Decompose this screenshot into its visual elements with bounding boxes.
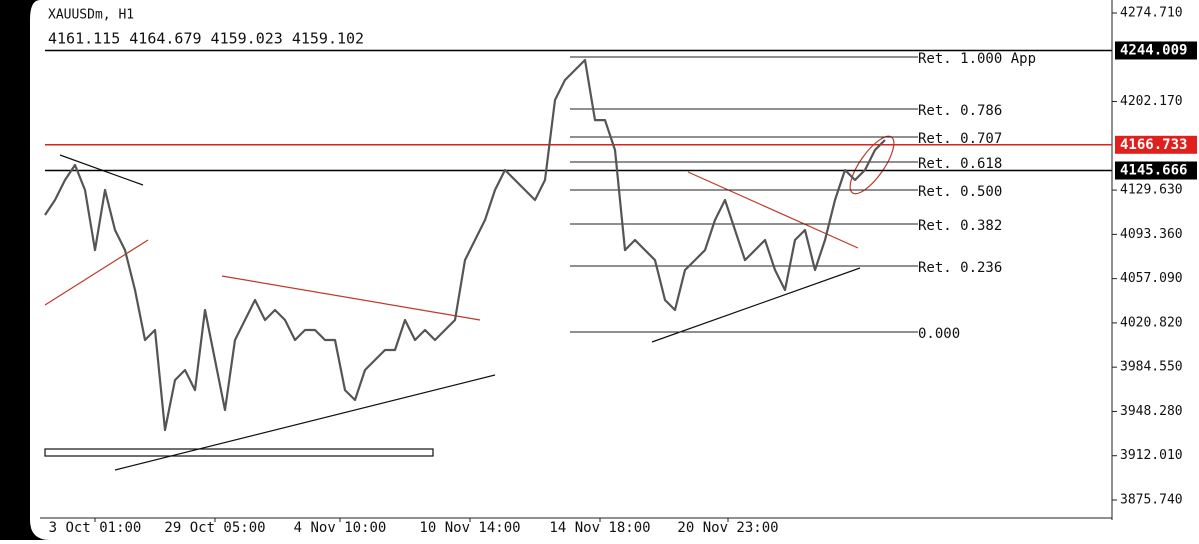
symbol-title: XAUUSDm, H1 <box>48 8 134 23</box>
price-label: 4166.733 <box>1120 137 1187 153</box>
price-label: 4244.009 <box>1120 42 1187 58</box>
y-tick-label: 3984.550 <box>1120 360 1183 375</box>
frame-corner <box>0 0 50 540</box>
fib-label: Ret. 0.382 <box>918 218 1002 234</box>
y-tick-label: 4020.820 <box>1120 315 1183 330</box>
y-tick-label: 4129.630 <box>1120 183 1183 198</box>
fib-label: Ret. 0.786 <box>918 103 1002 119</box>
trendline <box>114 374 496 471</box>
x-tick-label: 29 Oct 05:00 <box>164 520 265 536</box>
x-tick-label: 14 Nov 18:00 <box>549 520 650 536</box>
trendlines-red <box>44 171 859 321</box>
trendline <box>687 171 859 249</box>
price-line-series <box>44 58 886 432</box>
price-label: 4145.666 <box>1120 163 1187 179</box>
zone-box <box>44 448 434 457</box>
fib-label: Ret. 0.236 <box>918 260 1002 276</box>
fib-label: Ret. 0.707 <box>918 131 1002 147</box>
fib-label: Ret. 1.000 App <box>918 51 1036 67</box>
price-box <box>1115 135 1197 154</box>
y-tick-label: 4093.360 <box>1120 227 1183 242</box>
x-tick-label: 20 Nov 23:00 <box>677 520 778 536</box>
y-tick-label: 3912.010 <box>1120 448 1183 463</box>
fib-label: 0.000 <box>918 326 960 342</box>
fib-label: Ret. 0.500 <box>918 184 1002 200</box>
trendline <box>44 239 149 306</box>
price-box <box>1115 41 1197 60</box>
y-tick-label: 4274.710 <box>1120 5 1183 20</box>
y-tick-label: 3875.740 <box>1120 492 1183 507</box>
y-tick-label: 3948.280 <box>1120 404 1183 419</box>
x-tick-label: 4 Nov 10:00 <box>294 520 387 536</box>
price-box <box>1115 161 1197 180</box>
y-tick-label: 4057.090 <box>1120 271 1183 286</box>
y-tick-label: 4202.170 <box>1120 94 1183 109</box>
trendline <box>221 275 481 321</box>
ohlc-text: 4161.115 4164.679 4159.023 4159.102 <box>48 30 364 48</box>
x-tick-label: 3 Oct 01:00 <box>49 520 142 536</box>
fib-label: Ret. 0.618 <box>918 156 1002 172</box>
trendlines-black <box>44 154 861 471</box>
x-tick-label: 10 Nov 14:00 <box>419 520 520 536</box>
trendline <box>651 267 861 343</box>
